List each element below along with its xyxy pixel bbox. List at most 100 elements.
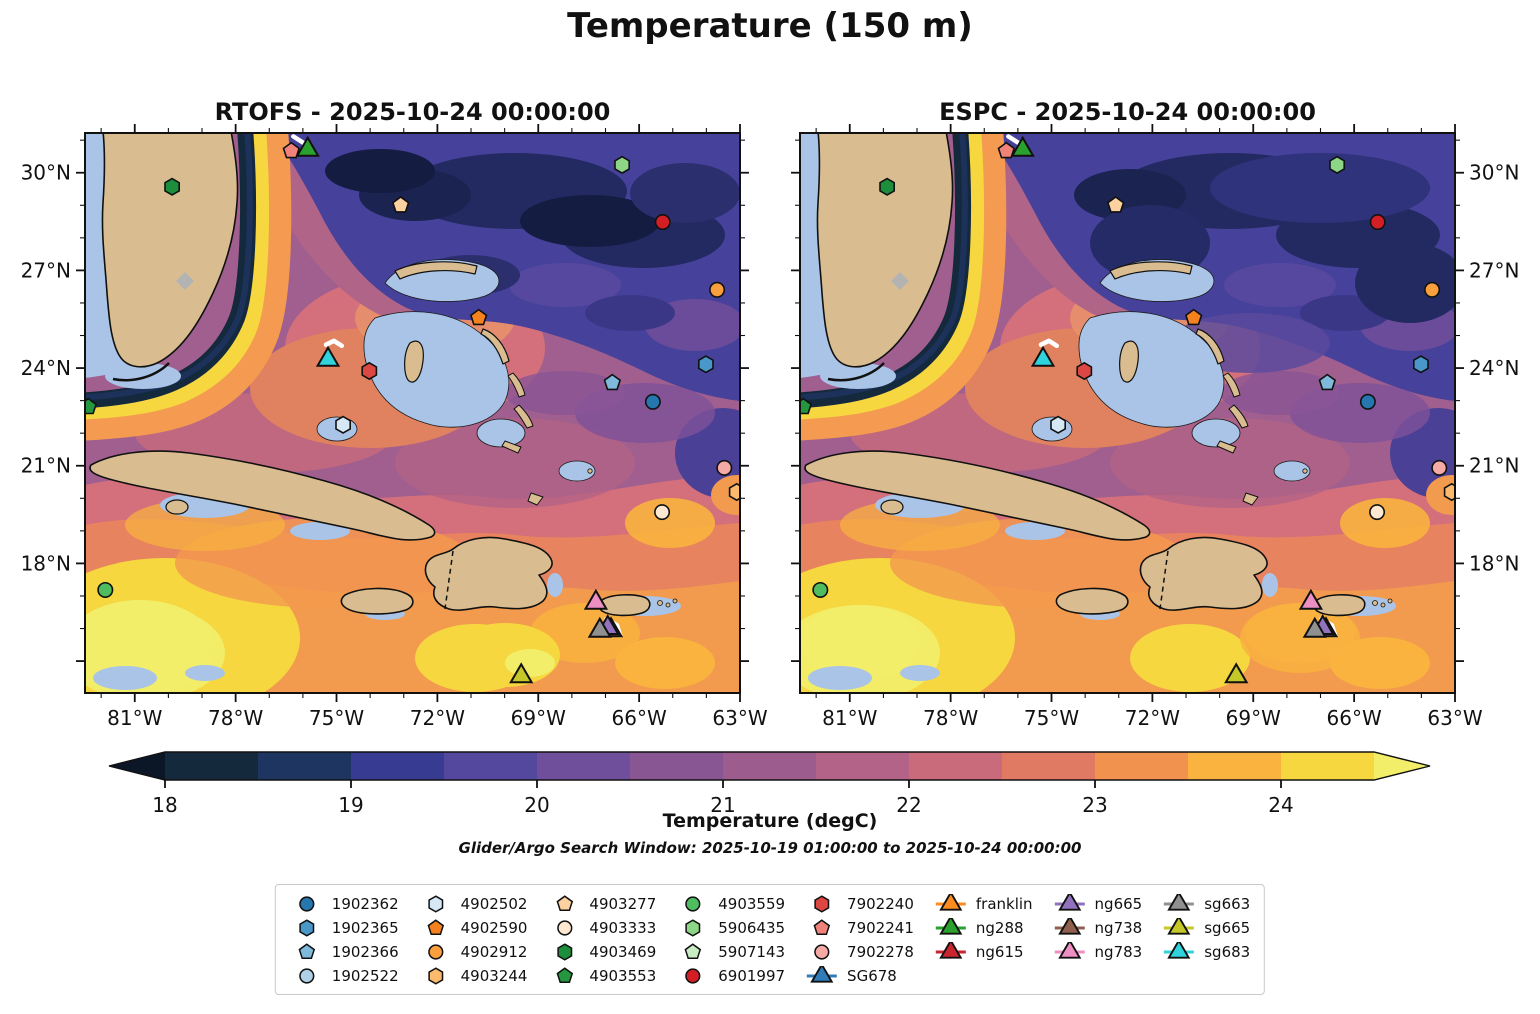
marker-7902278-float xyxy=(716,459,733,476)
legend-label: ng615 xyxy=(975,942,1024,961)
marker-sg663-glider xyxy=(587,616,612,638)
x-tick-label: 78°W xyxy=(208,706,263,730)
glider-legend-icon xyxy=(935,917,966,935)
marker-1902362-float xyxy=(299,895,315,912)
colorbar-tick-label: 22 xyxy=(896,793,921,817)
marker-4902502-float xyxy=(428,894,444,913)
marker-4903244-float xyxy=(728,482,740,502)
legend-entry-7902278: 7902278 xyxy=(805,941,914,962)
marker-4902590-float xyxy=(469,308,488,326)
legend-entry-ng615: ng615 xyxy=(934,941,1033,962)
x-tick-label: 75°W xyxy=(1024,706,1079,730)
glider-trail xyxy=(1006,134,1022,146)
marker-6901997-float xyxy=(685,967,701,984)
float-legend-icon xyxy=(298,942,316,959)
colorbar-segment xyxy=(1281,752,1375,780)
legend-label: sg663 xyxy=(1204,894,1251,913)
y-tick-label: 21°N xyxy=(21,454,71,478)
marker-7902241-float xyxy=(997,141,1016,159)
colorbar-segment xyxy=(537,752,631,780)
marker-4903333-float xyxy=(1369,504,1386,521)
legend-label: 7902240 xyxy=(847,894,914,913)
legend-label: 1902522 xyxy=(331,966,399,985)
colorbar: 18 19 20 21 22 23 24 xyxy=(108,751,1431,817)
float-legend-icon xyxy=(685,918,701,937)
legend-column: sg663 sg665 sg683 xyxy=(1162,893,1250,962)
legend-entry-sg663: sg663 xyxy=(1162,893,1250,914)
marker-ng738-glider xyxy=(1058,917,1082,935)
colorbar-under-arrow xyxy=(109,752,165,780)
legend-entry-franklin: franklin xyxy=(934,893,1033,914)
glider-legend-icon xyxy=(807,965,838,983)
platform-markers xyxy=(85,135,740,684)
map-rtofs: 63°W 66°W 69°W 72°W 75°W 78°W 81°W 18°N 21°N 24°N… xyxy=(21,124,768,730)
legend-label: 4903333 xyxy=(589,918,657,937)
legend-entry-1902366: 1902366 xyxy=(290,941,399,962)
legend-label: franklin xyxy=(975,894,1033,913)
map-frame xyxy=(84,132,741,694)
float-legend-icon xyxy=(814,894,830,913)
colorbar-tick-label: 19 xyxy=(338,793,363,817)
marker-ng665-glider xyxy=(1058,893,1082,911)
colorbar-segment xyxy=(444,752,538,780)
panel-title-rtofs: RTOFS - 2025-10-24 00:00:00 xyxy=(214,98,611,126)
float-legend-icon xyxy=(427,918,444,935)
map-frame xyxy=(799,132,1456,694)
marker-sg663-glider xyxy=(1302,616,1327,638)
marker-franklin-glider xyxy=(939,893,963,911)
marker-7902278-float xyxy=(1431,459,1448,476)
map-espc: 63°W 66°W 69°W 72°W 75°W 78°W 81°W 18°N 21°N 24°N… xyxy=(791,124,1519,730)
marker-7902278-float xyxy=(814,943,830,960)
legend-entry-4903244: 4903244 xyxy=(419,965,527,986)
x-tick-label: 69°W xyxy=(1226,706,1281,730)
colorbar-over-arrow xyxy=(1374,752,1430,780)
marker-7902241-float xyxy=(813,918,831,935)
float-legend-icon xyxy=(556,966,573,983)
legend-label: 4902590 xyxy=(460,918,528,937)
float-legend-icon xyxy=(428,943,444,960)
float-legend-icon xyxy=(299,895,315,912)
float-legend-icon xyxy=(684,942,702,959)
colorbar-segment xyxy=(165,752,259,780)
glider-trail xyxy=(323,338,345,349)
legend-entry-4903559: 4903559 xyxy=(676,893,785,914)
glider-legend-icon xyxy=(1164,917,1195,935)
x-tick-label: 81°W xyxy=(107,706,162,730)
float-legend-icon xyxy=(814,943,830,960)
legend-column: 4902502 4902590 4902912 4903244 xyxy=(419,893,528,986)
colorbar-segment xyxy=(723,752,817,780)
glider-legend-icon xyxy=(1054,941,1085,959)
x-tick-label: 81°W xyxy=(822,706,877,730)
glider-legend-icon xyxy=(935,941,966,959)
legend-label: ng665 xyxy=(1094,894,1143,913)
legend-column: 1902362 1902365 1902366 1902522 xyxy=(290,893,399,986)
x-tick-label: 75°W xyxy=(309,706,364,730)
marker-1902362-float xyxy=(1359,393,1376,410)
legend-label: 4903277 xyxy=(589,894,657,913)
float-legend-icon xyxy=(685,895,701,912)
marker-4902912-float xyxy=(428,943,444,960)
float-legend-icon xyxy=(556,942,572,961)
x-tick-label: 69°W xyxy=(511,706,566,730)
colorbar-tick-label: 18 xyxy=(152,793,177,817)
legend-box: 1902362 1902365 1902366 1902522 4902502 49025… xyxy=(274,884,1266,995)
marker-ng615-glider xyxy=(939,941,963,959)
colorbar-segment xyxy=(630,752,724,780)
axis-ticks: 63°W 66°W 69°W 72°W 75°W 78°W 81°W 18°N 21°N 24°N… xyxy=(21,124,768,730)
legend-label: 4902502 xyxy=(460,894,528,913)
marker-4903553-float xyxy=(556,966,573,983)
y-tick-label: 27°N xyxy=(1469,258,1519,282)
marker-4903553-float xyxy=(85,397,98,415)
legend-label: 5906435 xyxy=(718,918,786,937)
marker-ng288-glider xyxy=(1010,135,1035,157)
x-tick-label: 66°W xyxy=(1327,706,1382,730)
float-legend-icon xyxy=(556,894,573,911)
legend-column: 4903559 5906435 5907143 6901997 xyxy=(676,893,785,986)
marker-ng783-glider xyxy=(1298,588,1324,610)
marker-4903553-float xyxy=(800,397,813,415)
marker-7902240-float xyxy=(814,894,830,913)
y-tick-label: 30°N xyxy=(1469,161,1519,185)
y-tick-label: 24°N xyxy=(1469,356,1519,380)
y-tick-label: 21°N xyxy=(1469,454,1519,478)
